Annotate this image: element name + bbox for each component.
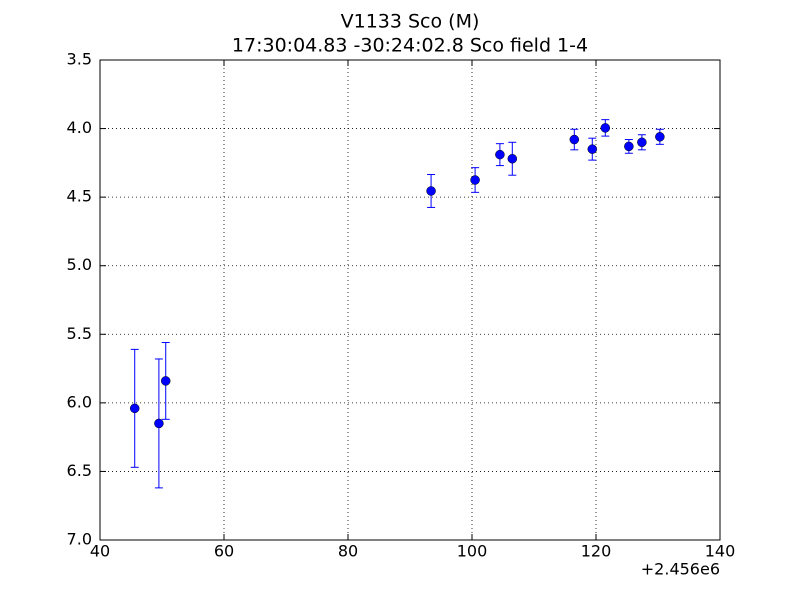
y-tick-label: 7.0 [67,530,92,549]
point [655,132,665,142]
point [426,186,436,196]
point [637,137,647,148]
chart-title: V1133 Sco (M) [341,11,480,33]
point [569,134,580,145]
x-tick-label: 140 [705,542,736,561]
y-tick-label: 3.5 [67,50,92,69]
x-tick-label: 60 [214,542,234,561]
point [587,144,598,154]
point [624,141,634,152]
x-tick-label: 80 [338,542,358,561]
y-tick-label: 4.0 [67,118,92,137]
y-tick-label: 6.5 [67,461,92,480]
x-tick-label: 100 [457,542,488,561]
y-tick-label: 5.5 [67,324,92,343]
point [470,175,480,185]
point [129,403,140,414]
x-tick-label: 120 [581,542,612,561]
y-tick-label: 4.5 [67,187,92,206]
x-tick-label: 40 [90,542,110,561]
y-tick-label: 6.0 [67,392,92,411]
point [495,149,505,160]
y-tick-label: 5.0 [67,255,92,274]
plot-frame [99,59,721,541]
point [160,376,171,386]
chart-subtitle: 17:30:04.83 -30:24:02.8 Sco field 1-4 [232,35,588,57]
point [154,418,164,429]
point [507,153,518,164]
point [600,123,611,133]
x-offset-label: +2.456e6 [641,560,720,579]
